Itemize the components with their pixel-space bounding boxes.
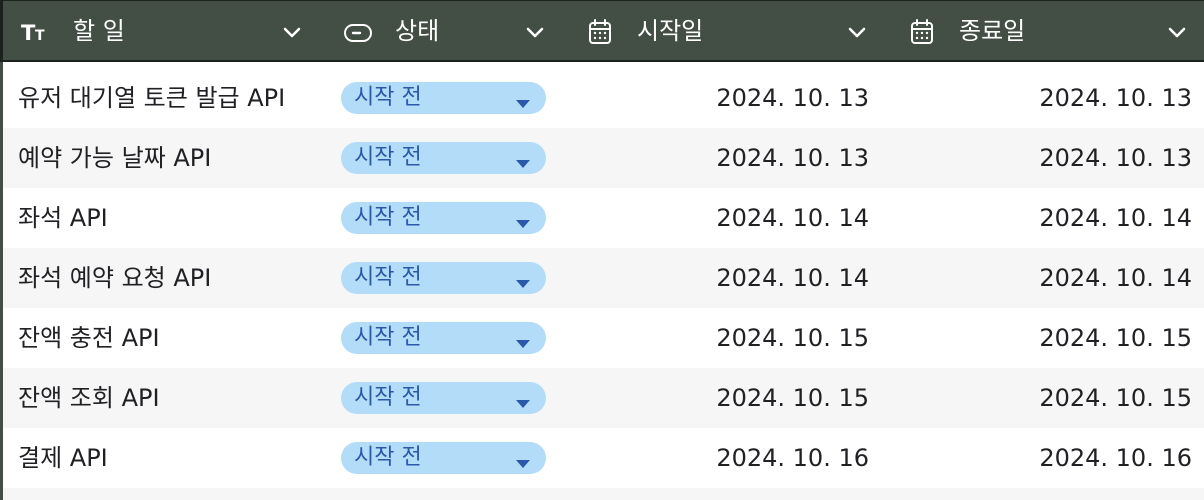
task-name[interactable]: 잔액 충전 API	[18, 324, 160, 352]
table-row[interactable]: 결제 API 시작 전 2024. 10. 16 2024. 10. 16	[0, 428, 1204, 488]
end-date[interactable]: 2024. 10. 13	[1039, 84, 1192, 112]
status-label: 시작 전	[354, 265, 422, 290]
column-header-label: 상태	[395, 17, 440, 45]
caret-down-icon	[514, 274, 532, 293]
text-type-icon: T T	[20, 21, 50, 43]
column-header-label: 시작일	[637, 17, 704, 45]
status-select[interactable]: 시작 전	[341, 142, 546, 174]
start-date[interactable]: 2024. 10. 14	[716, 264, 869, 292]
column-header-label: 종료일	[959, 17, 1026, 45]
status-select[interactable]: 시작 전	[341, 262, 546, 294]
status-label: 시작 전	[354, 385, 422, 410]
task-name[interactable]: 유저 대기열 토큰 발급 API	[18, 84, 286, 112]
end-date[interactable]: 2024. 10. 14	[1039, 264, 1192, 292]
end-date[interactable]: 2024. 10. 15	[1039, 384, 1192, 412]
table-row[interactable]: 예약 가능 날짜 API 시작 전 2024. 10. 13 2024. 10.…	[0, 128, 1204, 188]
task-name[interactable]: 좌석 API	[18, 204, 108, 232]
caret-down-icon	[514, 334, 532, 353]
chevron-down-icon[interactable]	[281, 21, 303, 47]
status-label: 시작 전	[354, 205, 422, 230]
column-header-start-date[interactable]: 시작일	[568, 1, 888, 61]
start-date[interactable]: 2024. 10. 13	[716, 144, 869, 172]
end-date[interactable]: 2024. 10. 13	[1039, 144, 1192, 172]
table-row[interactable]: 유저 대기열 토큰 발급 API 시작 전 2024. 10. 13 2024.…	[0, 68, 1204, 128]
table-row-partial	[0, 488, 1204, 500]
end-date[interactable]: 2024. 10. 14	[1039, 204, 1192, 232]
caret-down-icon	[514, 454, 532, 473]
column-header-label: 할 일	[73, 17, 125, 45]
chevron-down-icon[interactable]	[524, 21, 546, 47]
status-toggle-icon	[343, 22, 373, 44]
start-date[interactable]: 2024. 10. 14	[716, 204, 869, 232]
task-name[interactable]: 예약 가능 날짜 API	[18, 144, 212, 172]
status-select[interactable]: 시작 전	[341, 442, 546, 474]
start-date[interactable]: 2024. 10. 13	[716, 84, 869, 112]
caret-down-icon	[514, 94, 532, 113]
calendar-icon	[588, 19, 612, 45]
chevron-down-icon[interactable]	[1166, 21, 1188, 47]
status-label: 시작 전	[354, 325, 422, 350]
status-select[interactable]: 시작 전	[341, 382, 546, 414]
status-label: 시작 전	[354, 145, 422, 170]
end-date[interactable]: 2024. 10. 16	[1039, 444, 1192, 472]
table-row[interactable]: 잔액 충전 API 시작 전 2024. 10. 15 2024. 10. 15	[0, 308, 1204, 368]
table-header: T T 할 일 상태	[0, 0, 1204, 62]
column-header-end-date[interactable]: 종료일	[888, 1, 1204, 61]
caret-down-icon	[514, 394, 532, 413]
header-gap	[0, 62, 1204, 70]
task-name[interactable]: 결제 API	[18, 444, 108, 472]
column-header-status[interactable]: 상태	[323, 1, 568, 61]
column-header-task[interactable]: T T 할 일	[3, 1, 323, 61]
start-date[interactable]: 2024. 10. 16	[716, 444, 869, 472]
svg-text:T: T	[21, 21, 36, 43]
status-select[interactable]: 시작 전	[341, 82, 546, 114]
status-select[interactable]: 시작 전	[341, 322, 546, 354]
status-label: 시작 전	[354, 85, 422, 110]
table-left-border	[0, 62, 3, 500]
task-name[interactable]: 잔액 조회 API	[18, 384, 160, 412]
table-row[interactable]: 좌석 API 시작 전 2024. 10. 14 2024. 10. 14	[0, 188, 1204, 248]
caret-down-icon	[514, 214, 532, 233]
chevron-down-icon[interactable]	[846, 21, 868, 47]
task-name[interactable]: 좌석 예약 요청 API	[18, 264, 212, 292]
svg-text:T: T	[35, 28, 45, 43]
status-label: 시작 전	[354, 445, 422, 470]
status-select[interactable]: 시작 전	[341, 202, 546, 234]
end-date[interactable]: 2024. 10. 15	[1039, 324, 1192, 352]
table-row[interactable]: 좌석 예약 요청 API 시작 전 2024. 10. 14 2024. 10.…	[0, 248, 1204, 308]
start-date[interactable]: 2024. 10. 15	[716, 324, 869, 352]
caret-down-icon	[514, 154, 532, 173]
table-row[interactable]: 잔액 조회 API 시작 전 2024. 10. 15 2024. 10. 15	[0, 368, 1204, 428]
start-date[interactable]: 2024. 10. 15	[716, 384, 869, 412]
calendar-icon	[910, 19, 934, 45]
